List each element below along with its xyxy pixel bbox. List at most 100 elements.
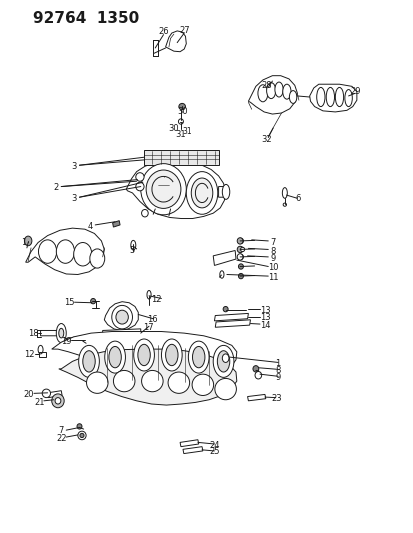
Ellipse shape bbox=[192, 374, 213, 395]
Ellipse shape bbox=[325, 87, 334, 107]
Ellipse shape bbox=[238, 264, 243, 269]
Ellipse shape bbox=[140, 164, 186, 215]
Polygon shape bbox=[214, 313, 248, 321]
Text: 24: 24 bbox=[209, 441, 219, 449]
Text: 26: 26 bbox=[158, 28, 169, 36]
Ellipse shape bbox=[116, 310, 128, 324]
Ellipse shape bbox=[238, 273, 243, 279]
Ellipse shape bbox=[141, 370, 163, 392]
Ellipse shape bbox=[86, 372, 108, 393]
Ellipse shape bbox=[135, 173, 144, 181]
Text: 7: 7 bbox=[59, 426, 64, 435]
Ellipse shape bbox=[112, 305, 132, 329]
Text: 18: 18 bbox=[28, 329, 38, 337]
Ellipse shape bbox=[213, 345, 233, 377]
Ellipse shape bbox=[38, 240, 57, 263]
Polygon shape bbox=[126, 161, 225, 219]
Ellipse shape bbox=[109, 346, 121, 368]
Text: 1: 1 bbox=[275, 359, 280, 368]
Ellipse shape bbox=[240, 247, 244, 252]
Ellipse shape bbox=[238, 247, 243, 252]
Text: 9: 9 bbox=[270, 254, 275, 263]
Text: 31: 31 bbox=[175, 130, 186, 139]
Text: 28: 28 bbox=[261, 81, 272, 90]
Text: 32: 32 bbox=[261, 135, 272, 144]
Text: 14: 14 bbox=[259, 321, 270, 329]
Ellipse shape bbox=[192, 346, 204, 368]
Ellipse shape bbox=[289, 91, 296, 103]
Text: 7: 7 bbox=[270, 238, 275, 247]
Text: 19: 19 bbox=[61, 337, 71, 345]
Ellipse shape bbox=[113, 370, 135, 392]
Ellipse shape bbox=[80, 337, 85, 343]
Polygon shape bbox=[247, 394, 265, 401]
Text: 13: 13 bbox=[259, 313, 270, 321]
Polygon shape bbox=[26, 228, 104, 274]
Ellipse shape bbox=[237, 246, 242, 253]
Text: 30: 30 bbox=[168, 125, 179, 133]
Text: 12: 12 bbox=[24, 350, 35, 359]
Ellipse shape bbox=[238, 254, 243, 260]
Text: 3: 3 bbox=[71, 162, 76, 171]
Text: 22: 22 bbox=[56, 434, 66, 442]
Polygon shape bbox=[47, 391, 62, 398]
Ellipse shape bbox=[161, 339, 182, 371]
Ellipse shape bbox=[282, 84, 290, 99]
Polygon shape bbox=[104, 302, 138, 330]
Polygon shape bbox=[144, 150, 219, 165]
Polygon shape bbox=[112, 221, 120, 227]
Ellipse shape bbox=[83, 351, 95, 372]
Ellipse shape bbox=[188, 341, 209, 373]
Ellipse shape bbox=[186, 172, 217, 214]
Polygon shape bbox=[183, 447, 202, 454]
Polygon shape bbox=[215, 320, 250, 327]
Ellipse shape bbox=[335, 87, 343, 107]
Polygon shape bbox=[59, 349, 236, 405]
Ellipse shape bbox=[78, 345, 99, 377]
Text: 8: 8 bbox=[270, 247, 275, 256]
Text: 20: 20 bbox=[24, 390, 34, 399]
Text: 17: 17 bbox=[142, 323, 153, 332]
Ellipse shape bbox=[254, 372, 261, 379]
Polygon shape bbox=[39, 352, 46, 357]
Ellipse shape bbox=[223, 306, 228, 312]
Polygon shape bbox=[309, 84, 356, 112]
Ellipse shape bbox=[274, 82, 282, 97]
Ellipse shape bbox=[59, 328, 64, 338]
Ellipse shape bbox=[191, 178, 212, 208]
Ellipse shape bbox=[238, 238, 243, 244]
Polygon shape bbox=[180, 440, 198, 447]
Ellipse shape bbox=[266, 83, 275, 99]
Text: 92764  1350: 92764 1350 bbox=[33, 11, 139, 26]
Ellipse shape bbox=[133, 339, 154, 371]
Text: 25: 25 bbox=[209, 448, 219, 456]
Ellipse shape bbox=[237, 254, 242, 260]
Text: 2: 2 bbox=[53, 183, 58, 192]
Text: 23: 23 bbox=[271, 394, 281, 403]
Ellipse shape bbox=[52, 394, 64, 408]
Ellipse shape bbox=[138, 344, 150, 366]
Text: 3: 3 bbox=[71, 194, 76, 203]
Text: 21: 21 bbox=[34, 398, 45, 407]
Polygon shape bbox=[40, 330, 61, 336]
Ellipse shape bbox=[344, 90, 351, 107]
Ellipse shape bbox=[24, 236, 32, 246]
Ellipse shape bbox=[178, 103, 185, 110]
Ellipse shape bbox=[42, 389, 50, 398]
Ellipse shape bbox=[80, 433, 84, 438]
Text: 15: 15 bbox=[64, 298, 75, 307]
Text: 4: 4 bbox=[88, 222, 93, 231]
Text: 6: 6 bbox=[295, 194, 300, 203]
Ellipse shape bbox=[55, 398, 61, 404]
Polygon shape bbox=[218, 187, 226, 197]
Text: 11: 11 bbox=[267, 273, 278, 281]
Text: 10: 10 bbox=[267, 263, 278, 272]
Polygon shape bbox=[102, 329, 140, 336]
Ellipse shape bbox=[219, 271, 223, 278]
Text: 29: 29 bbox=[350, 87, 361, 96]
Text: 9: 9 bbox=[275, 373, 280, 382]
Polygon shape bbox=[165, 31, 186, 52]
Text: 31: 31 bbox=[182, 127, 192, 135]
Ellipse shape bbox=[90, 298, 95, 304]
Ellipse shape bbox=[165, 344, 178, 366]
